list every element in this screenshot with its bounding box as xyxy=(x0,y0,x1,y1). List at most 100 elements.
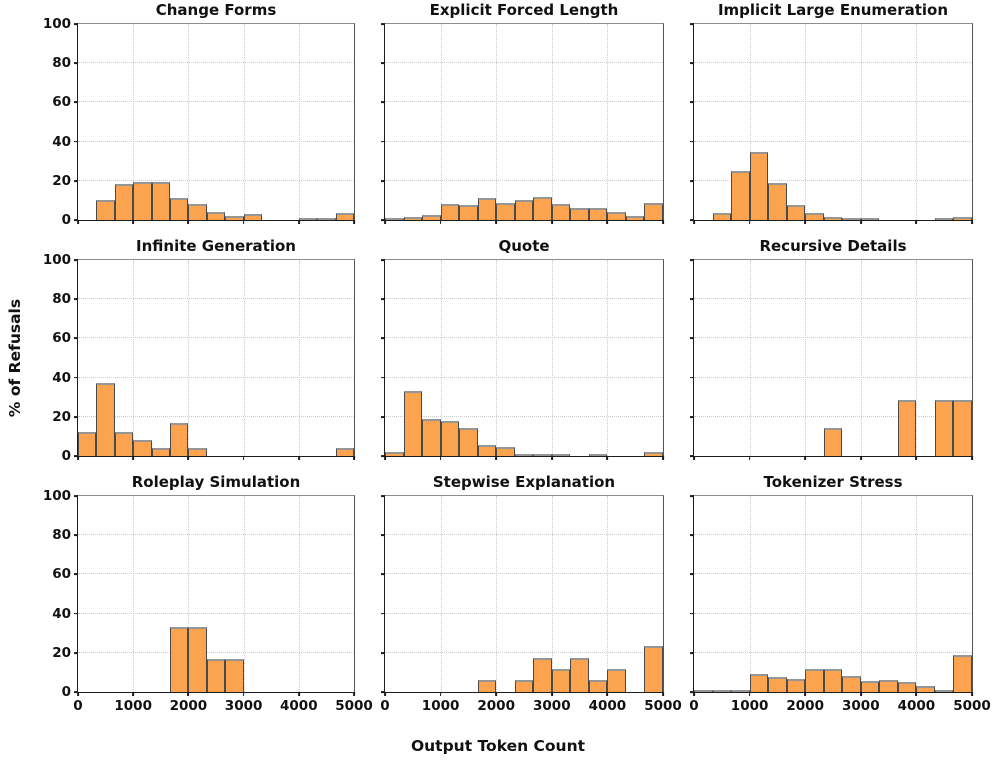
x-tick-label: 3000 xyxy=(224,698,263,714)
y-tick-mark xyxy=(381,455,385,457)
histogram-bar xyxy=(588,454,608,456)
histogram-bar xyxy=(879,680,898,692)
x-tick-mark xyxy=(915,456,918,460)
histogram-bar xyxy=(403,391,423,456)
gridline-vertical xyxy=(440,496,442,692)
y-tick-label: 20 xyxy=(52,644,71,661)
subplot-title: Explicit Forced Length xyxy=(429,1,619,19)
gridline-vertical xyxy=(607,260,609,456)
x-tick-mark xyxy=(439,220,442,224)
x-tick-mark xyxy=(77,692,79,696)
subplot-title: Implicit Large Enumeration xyxy=(717,1,949,19)
x-tick-mark xyxy=(353,692,355,696)
y-tick-label: 60 xyxy=(52,94,71,111)
histogram-bar xyxy=(335,447,354,456)
subplot-title: Infinite Generation xyxy=(136,237,296,255)
histogram-bar xyxy=(953,399,972,456)
gridline-vertical xyxy=(805,260,807,456)
y-tick-label: 100 xyxy=(42,16,71,32)
y-tick-mark xyxy=(690,612,694,615)
y-tick-label: 100 xyxy=(42,252,71,268)
y-tick-label: 40 xyxy=(52,133,71,150)
plot-area: 0 1000 2000 3000 4000 5000 0 20 40 60 80 100 xyxy=(43,488,373,714)
y-tick-label: 20 xyxy=(52,408,71,425)
plot-inner xyxy=(694,24,972,220)
gridline-vertical xyxy=(860,24,862,220)
histogram-bar xyxy=(551,668,571,692)
histogram-bar xyxy=(823,427,843,456)
x-tick-mark xyxy=(693,220,695,224)
y-tick-mark xyxy=(74,691,78,693)
histogram-bar xyxy=(440,203,460,220)
y-tick-mark xyxy=(381,259,385,261)
x-tick-mark xyxy=(384,456,386,460)
gridline-horizontal xyxy=(694,337,972,339)
gridline-horizontal xyxy=(78,534,354,536)
x-axis-label: Output Token Count xyxy=(410,737,586,755)
y-tick-mark xyxy=(690,179,694,182)
x-tick-mark xyxy=(77,456,79,460)
gridline-vertical xyxy=(440,24,442,220)
gridline-vertical xyxy=(298,260,300,456)
x-tick-label: 4000 xyxy=(588,698,627,714)
x-tick-mark xyxy=(971,456,973,460)
histogram-bar xyxy=(644,202,663,220)
x-tick-mark xyxy=(662,456,664,460)
x-tick-mark xyxy=(132,220,135,224)
gridline-horizontal xyxy=(78,376,354,378)
histogram-bar xyxy=(335,213,354,220)
x-tick-label: 1000 xyxy=(114,698,152,714)
y-tick-mark xyxy=(381,534,385,537)
y-tick-mark xyxy=(74,415,78,418)
gridline-vertical xyxy=(188,24,190,220)
y-tick-mark xyxy=(74,298,78,301)
x-tick-mark xyxy=(187,692,190,696)
gridline-vertical xyxy=(188,496,190,692)
x-tick-label: 3000 xyxy=(842,698,880,714)
subplot-grid: Change Forms 0 20 40 60 80 100 Explicit Forced… xyxy=(43,1,991,714)
histogram-bar xyxy=(786,679,806,692)
gridline-vertical xyxy=(496,24,498,220)
gridline-vertical xyxy=(607,24,609,220)
histogram-bar xyxy=(953,216,972,220)
histogram-bar xyxy=(298,218,318,220)
subplot-implicit-large-enumeration: Implicit Large Enumeration xyxy=(690,1,973,224)
plot-area: 0 1000 2000 3000 4000 5000 xyxy=(689,495,991,714)
plot-area: 0 20 40 60 80 100 xyxy=(43,252,355,464)
histogram-bar xyxy=(169,198,189,220)
gridline-horizontal xyxy=(78,179,354,181)
subplot-title: Roleplay Simulation xyxy=(131,473,301,491)
subplot-change-forms: Change Forms 0 20 40 60 80 100 xyxy=(43,1,355,228)
gridline-horizontal xyxy=(385,140,663,142)
histogram-bar xyxy=(551,204,571,220)
y-tick-label: 40 xyxy=(52,605,71,622)
x-tick-mark xyxy=(748,456,751,460)
histogram-bar xyxy=(823,216,843,220)
gridline-horizontal xyxy=(385,101,663,103)
x-tick-mark xyxy=(187,456,190,460)
y-tick-mark xyxy=(381,376,385,379)
x-tick-mark xyxy=(297,456,300,460)
y-tick-mark xyxy=(74,534,78,537)
histogram-bar xyxy=(440,420,460,456)
y-tick-mark xyxy=(381,140,385,143)
gridline-vertical xyxy=(298,496,300,692)
plot-inner xyxy=(78,24,354,220)
plot-area xyxy=(381,23,664,224)
plot-inner xyxy=(78,260,354,456)
gridline-horizontal xyxy=(385,298,663,300)
gridline-horizontal xyxy=(385,612,663,614)
histogram-bar xyxy=(644,645,663,692)
x-tick-mark xyxy=(971,692,973,696)
y-tick-mark xyxy=(74,376,78,379)
x-tick-label: 1000 xyxy=(730,698,769,714)
histogram-bar xyxy=(712,213,732,220)
histogram-bar xyxy=(96,199,115,220)
x-tick-mark xyxy=(439,456,442,460)
gridline-horizontal xyxy=(385,573,663,575)
x-tick-mark xyxy=(242,220,245,224)
y-tick-mark xyxy=(690,534,694,537)
x-tick-mark xyxy=(132,456,135,460)
y-tick-mark xyxy=(690,337,694,340)
